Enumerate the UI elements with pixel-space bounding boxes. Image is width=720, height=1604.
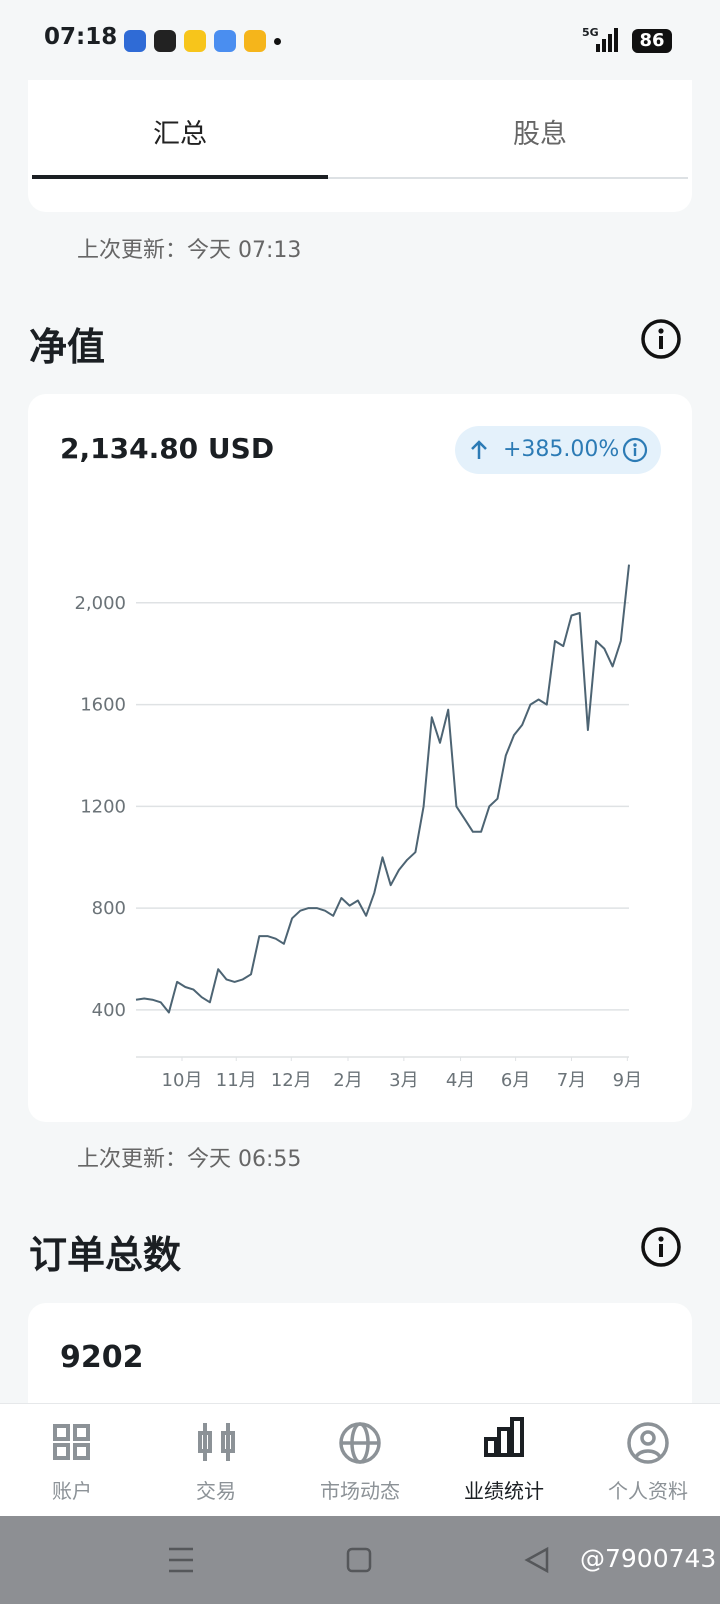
nav-item[interactable]: 市场动态 (320, 1479, 400, 1503)
system-nav (0, 1516, 720, 1604)
tab-divider (32, 177, 688, 179)
tab[interactable]: 股息 (513, 119, 567, 150)
change-badge[interactable]: +385.00% (455, 426, 661, 474)
app-icon (154, 30, 176, 52)
x-tick-label: 2月 (333, 1070, 362, 1091)
y-tick-label: 2,000 (74, 593, 126, 614)
net-value-line (135, 564, 630, 1014)
nav-icon-profile (627, 1422, 669, 1464)
tab-indicator (32, 175, 328, 179)
nav-icon-account (53, 1424, 90, 1460)
bottom-nav (0, 1403, 720, 1517)
x-tick-label: 12月 (271, 1070, 312, 1091)
app-icon (244, 30, 266, 52)
up-arrow (471, 440, 487, 459)
nav-item[interactable]: 个人资料 (608, 1479, 688, 1503)
status-time: 07:18 (44, 24, 118, 50)
watermark: @7900743 (580, 1544, 717, 1573)
nav-icon-trade (198, 1423, 235, 1461)
app-icon (214, 30, 236, 52)
nav-item[interactable]: 业绩统计 (464, 1479, 544, 1503)
chart-card (28, 394, 692, 1122)
app-icon (184, 30, 206, 52)
net-amount: 2,134.80 USD (60, 432, 275, 465)
x-tick-label: 11月 (216, 1070, 257, 1091)
battery: 86 (632, 29, 672, 53)
x-tick-label: 3月 (389, 1070, 418, 1091)
info-button[interactable] (640, 1226, 682, 1268)
y-tick-label: 400 (92, 1000, 126, 1021)
signal (596, 28, 618, 52)
update-time: 上次更新：今天 07:13 (77, 238, 302, 263)
nav-item[interactable]: 账户 (52, 1479, 92, 1503)
y-tick-label: 1200 (80, 796, 126, 817)
system-buttons (169, 1546, 549, 1574)
nav-icon-market (339, 1422, 381, 1464)
menu-button[interactable] (169, 1547, 193, 1573)
update-time: 上次更新：今天 06:55 (77, 1147, 302, 1172)
tabs-card (28, 80, 692, 212)
x-tick-label: 10月 (162, 1070, 203, 1091)
y-tick-label: 800 (92, 898, 126, 919)
x-tick-label: 6月 (501, 1070, 530, 1091)
nav-item[interactable]: 交易 (196, 1479, 236, 1503)
app-icon (124, 30, 146, 52)
x-tick-label: 7月 (557, 1070, 586, 1091)
nav-icon-performance (484, 1417, 524, 1457)
orders-value: 9202 (60, 1340, 144, 1375)
x-tick-label: 9月 (613, 1070, 642, 1091)
network: 5G (582, 26, 599, 39)
tab[interactable]: 汇总 (153, 119, 207, 150)
info-button[interactable] (640, 318, 682, 360)
home-button[interactable] (346, 1547, 372, 1573)
info-icon (622, 437, 648, 463)
change-value: +385.00% (503, 437, 620, 462)
dot (274, 38, 281, 45)
section-title: 净值 (29, 325, 106, 369)
status-icons (124, 30, 281, 52)
y-tick-label: 1600 (80, 695, 126, 716)
section-title: 订单总数 (29, 1233, 182, 1277)
x-tick-label: 4月 (446, 1070, 475, 1091)
back-button[interactable] (524, 1546, 549, 1574)
nav-icons (53, 1417, 669, 1464)
chart: 400 800 1200 1600 2,000 10月 11月 12月 2月 3月 4月 6月 7月 9月 (74, 564, 642, 1091)
